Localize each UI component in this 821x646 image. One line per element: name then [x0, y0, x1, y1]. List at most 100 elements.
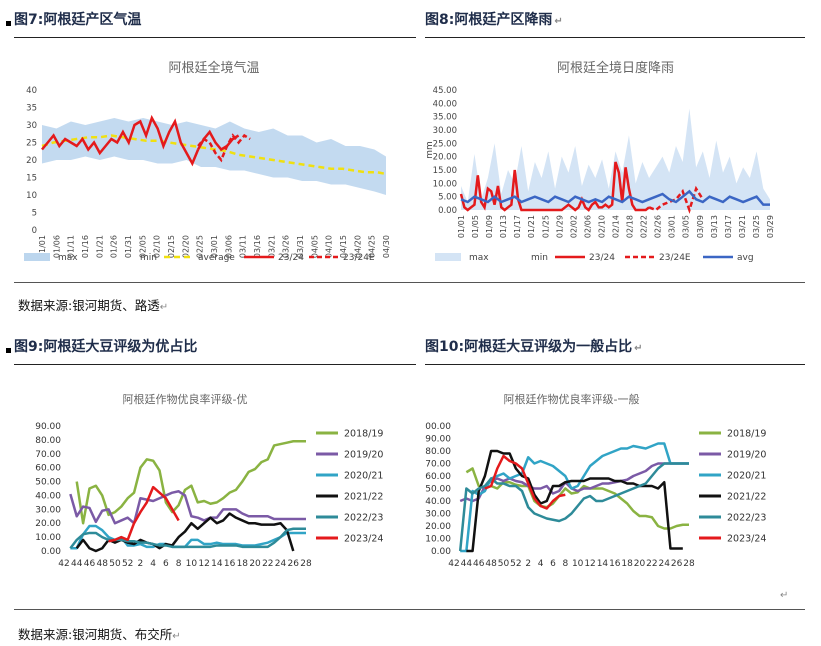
legend-label: average — [198, 253, 235, 263]
fig8-title-text: 图8:阿根廷产区降雨 — [425, 12, 553, 28]
legend-label: 2023/24 — [727, 534, 766, 545]
x-tick-label: 03/09 — [696, 215, 705, 238]
legend-label: avg — [737, 253, 754, 263]
legend-label: min — [140, 253, 157, 263]
x-tick-label: 01/09 — [485, 215, 494, 238]
legend-swatch-max — [24, 253, 50, 261]
legend-label: 2019/20 — [344, 450, 383, 461]
y-tick-label: 35 — [26, 104, 37, 114]
y-tick-label: 90.00 — [425, 435, 451, 445]
x-tick-label: 02/02 — [569, 215, 578, 238]
x-tick-label: 01/25 — [541, 215, 550, 238]
x-tick-label: 26 — [671, 559, 683, 569]
y-tick-label: 45.00 — [433, 86, 457, 96]
y-tick-label: 20.00 — [35, 519, 61, 529]
x-tick-label: 01/01 — [38, 235, 47, 258]
divider-mid — [14, 282, 805, 283]
x-tick-label: 18 — [237, 559, 249, 569]
chart-title: 阿根廷全境气温 — [168, 60, 259, 76]
series-line-23-24E — [197, 133, 251, 163]
y-tick-label: 25 — [26, 139, 37, 149]
x-tick-label: 04/20 — [353, 235, 362, 258]
x-tick-label: 02/15 — [167, 235, 176, 258]
fig8-title: 图8:阿根廷产区降雨 ↵ — [425, 9, 563, 29]
paragraph-mark: ↵ — [634, 343, 643, 354]
x-tick-label: 18 — [621, 559, 633, 569]
legend-label: 2023/24 — [344, 534, 383, 545]
series-max-area — [461, 108, 770, 210]
y-tick-label: 15.00 — [433, 166, 457, 176]
legend-label: 2022/23 — [344, 513, 383, 524]
y-tick-label: 40.00 — [433, 99, 457, 109]
x-tick-label: 03/13 — [710, 215, 719, 238]
divider-top-right — [425, 37, 805, 38]
x-tick-label: 01/21 — [95, 235, 104, 258]
y-tick-label: 100.00 — [425, 422, 451, 432]
y-tick-label: 30 — [26, 121, 37, 131]
y-tick-label: 30.00 — [425, 510, 451, 520]
y-tick-label: 0.00 — [41, 547, 61, 557]
x-tick-label: 03/05 — [682, 215, 691, 238]
x-tick-label: 04/05 — [310, 235, 319, 258]
x-tick-label: 01/06 — [52, 235, 61, 258]
x-tick-label: 12 — [584, 559, 595, 569]
x-tick-label: 48 — [485, 559, 497, 569]
y-tick-label: 40 — [26, 86, 37, 96]
x-tick-label: 01/16 — [81, 235, 90, 258]
source-bottom: 数据来源:银河期货、布交所↵ — [18, 624, 181, 643]
x-tick-label: 03/26 — [282, 235, 291, 258]
legend-label: min — [531, 253, 548, 263]
x-tick-label: 28 — [300, 559, 312, 569]
legend-label: 23/24 — [278, 253, 304, 263]
x-tick-label: 02/26 — [654, 215, 663, 238]
legend-label: 2020/21 — [344, 471, 383, 482]
legend-label: 2019/20 — [727, 450, 766, 461]
x-tick-label: 50 — [109, 559, 121, 569]
x-tick-label: 03/17 — [724, 215, 733, 238]
y-tick-label: 60.00 — [35, 464, 61, 474]
series-line-2020-21 — [460, 442, 689, 553]
fig7-title: 图7:阿根廷产区气温 — [6, 9, 141, 29]
x-tick-label: 01/13 — [499, 215, 508, 238]
x-tick-label: 03/01 — [210, 235, 219, 258]
x-tick-label: 01/17 — [513, 215, 522, 238]
y-tick-label: 20 — [26, 156, 37, 166]
legend-label: 2021/22 — [344, 492, 383, 503]
source-top: 数据来源:银河期货、路透↵ — [18, 295, 168, 314]
y-tick-label: 0.00 — [431, 547, 451, 557]
x-tick-label: 46 — [473, 559, 485, 569]
x-tick-label: 01/11 — [67, 235, 76, 258]
x-tick-label: 44 — [71, 559, 83, 569]
source-bottom-text: 数据来源:银河期货、布交所 — [18, 627, 173, 642]
x-tick-label: 02/18 — [626, 215, 635, 238]
x-tick-label: 28 — [683, 559, 695, 569]
x-tick-label: 01/29 — [555, 215, 564, 238]
series-line-2023-24 — [108, 485, 180, 543]
y-tick-label: 20.00 — [433, 153, 457, 163]
paragraph-mark: ↵ — [159, 302, 169, 313]
series-line-2020-21 — [70, 524, 306, 550]
y-tick-label: 0.00 — [438, 206, 457, 216]
fig10-title: 图10:阿根廷大豆评级为一般占比 ↵ — [425, 336, 642, 356]
series-line-2018-19 — [465, 467, 689, 530]
series-line-2018-19 — [75, 440, 306, 525]
x-tick-label: 02/05 — [138, 235, 147, 258]
fig10-title-text: 图10:阿根廷大豆评级为一般占比 — [425, 339, 633, 355]
legend-label: 23/24E — [343, 253, 375, 263]
x-tick-label: 4 — [150, 559, 156, 569]
fig7-title-text: 图7:阿根廷产区气温 — [14, 12, 142, 28]
x-tick-label: 6 — [163, 559, 169, 569]
x-tick-label: 03/16 — [253, 235, 262, 258]
y-tick-label: 60.00 — [425, 472, 451, 482]
x-tick-label: 03/06 — [224, 235, 233, 258]
x-tick-label: 52 — [510, 559, 521, 569]
y-tick-label: 30.00 — [433, 126, 457, 136]
x-tick-label: 01/21 — [527, 215, 536, 238]
y-tick-label: 70.00 — [35, 450, 61, 460]
y-axis-label: mm — [425, 141, 435, 159]
x-tick-label: 14 — [211, 559, 223, 569]
x-tick-label: 02/22 — [640, 215, 649, 238]
legend-label: 2018/19 — [727, 429, 766, 440]
x-tick-label: 10 — [572, 559, 584, 569]
x-tick-label: 03/25 — [752, 215, 761, 238]
